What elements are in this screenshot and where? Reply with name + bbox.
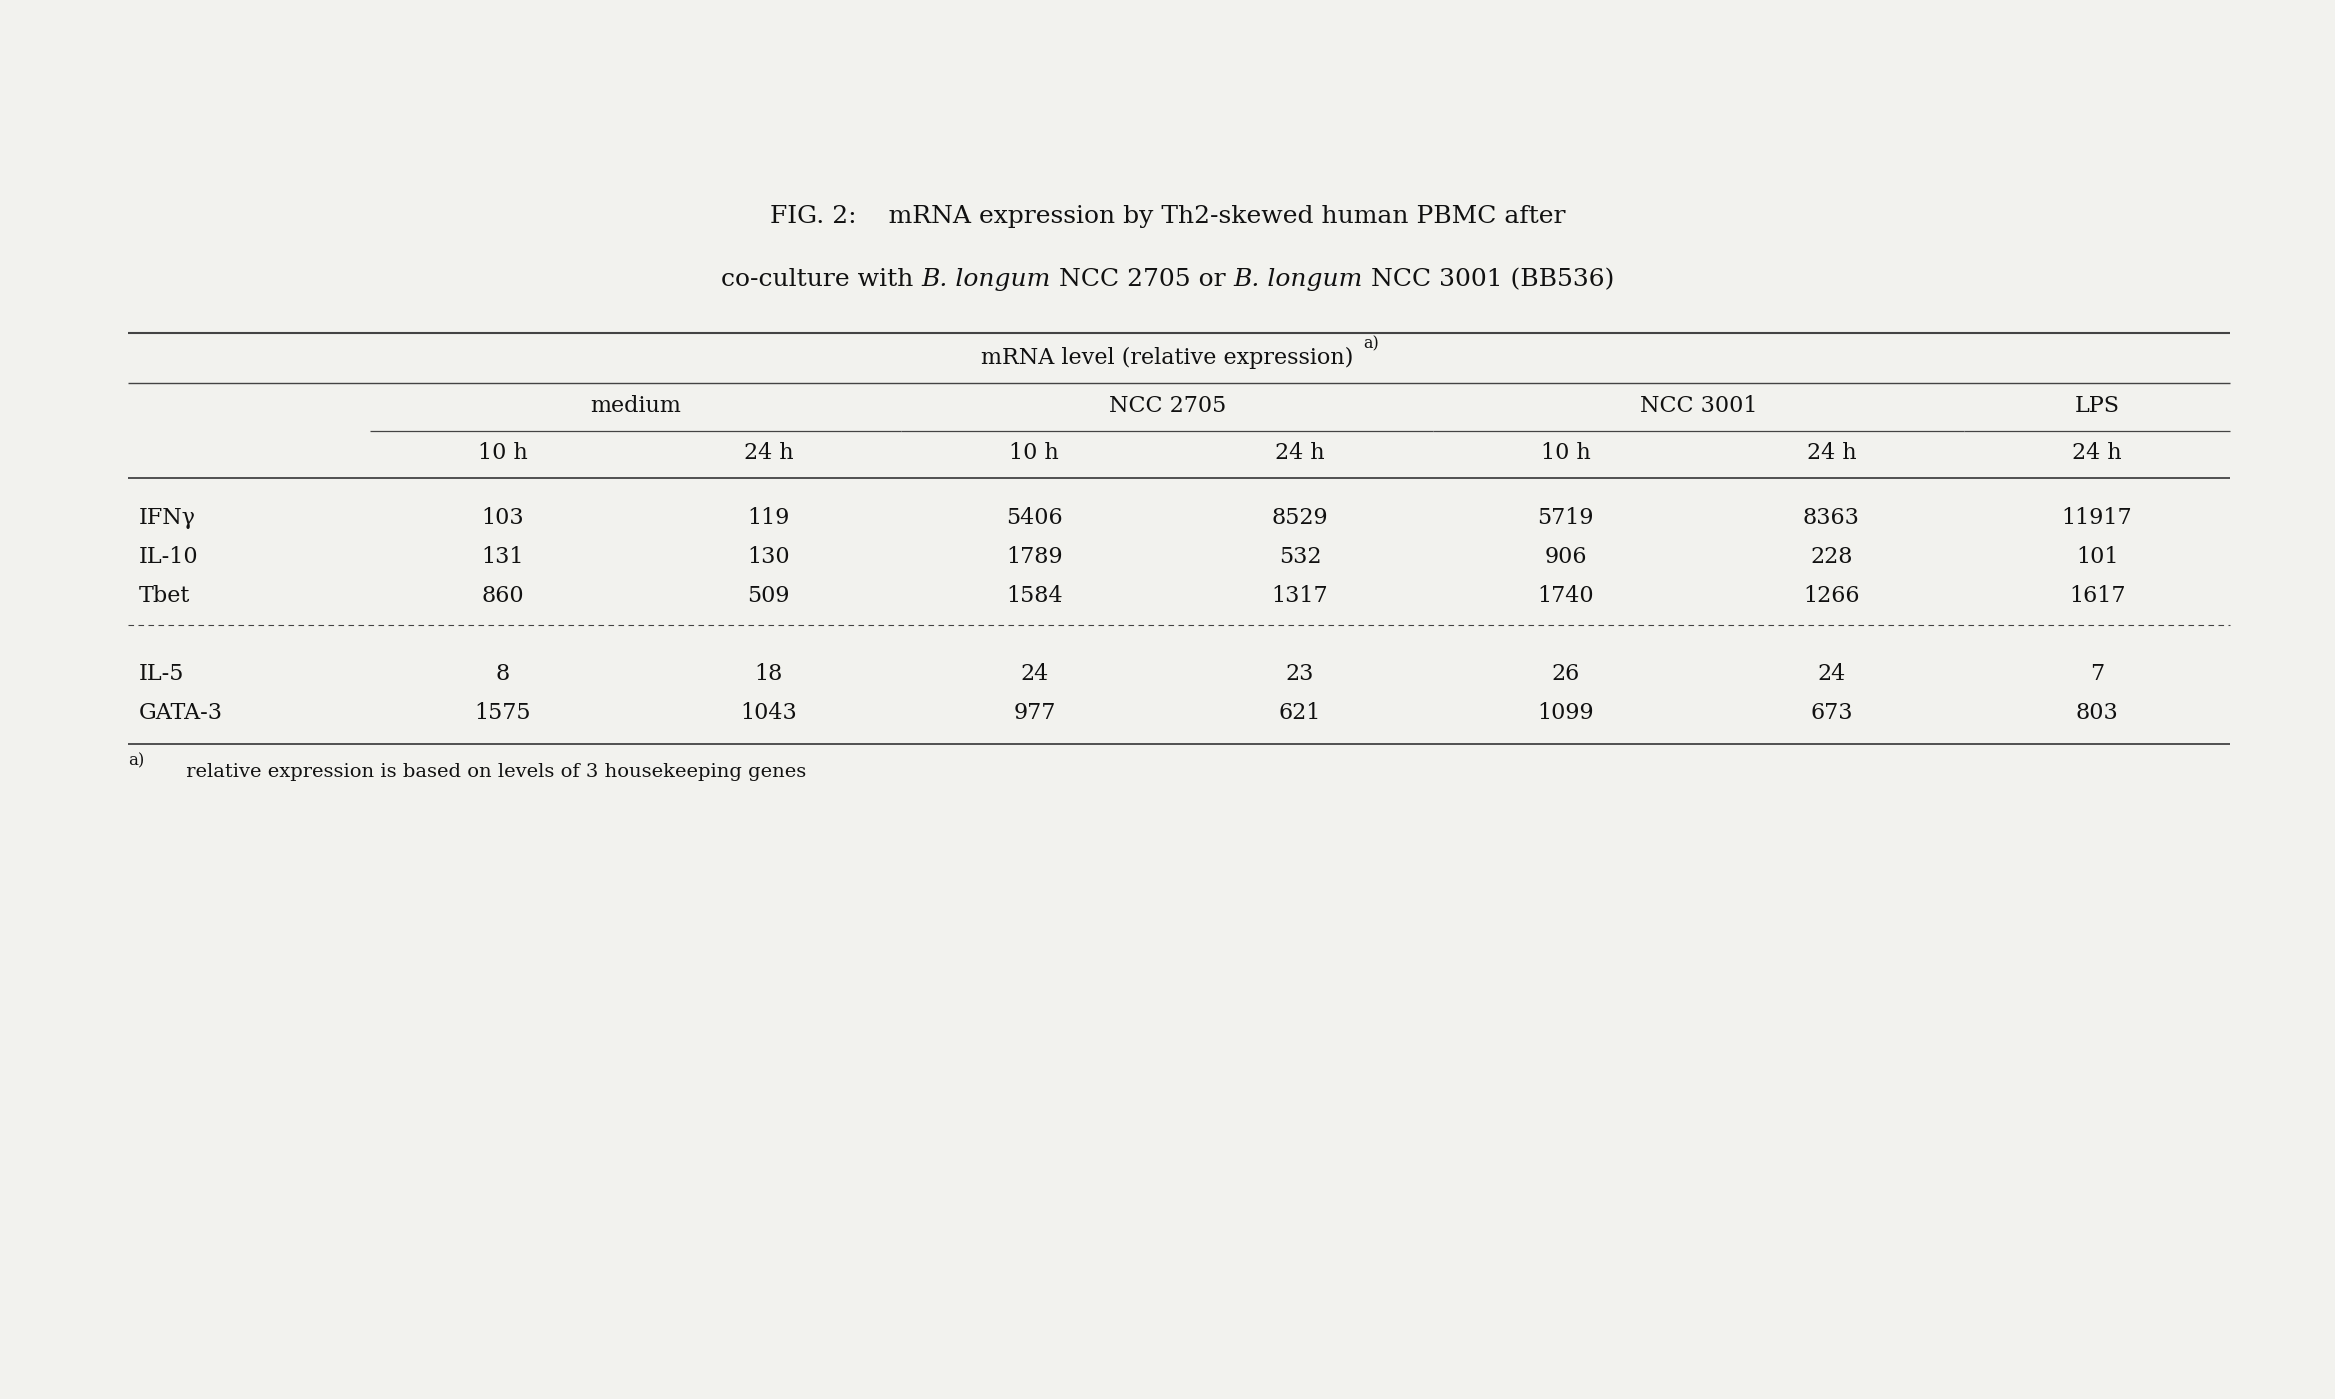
Text: 1099: 1099	[1536, 702, 1595, 725]
Text: a): a)	[1364, 336, 1378, 353]
Text: 103: 103	[481, 506, 525, 529]
Text: 8363: 8363	[1803, 506, 1861, 529]
Text: a): a)	[128, 753, 145, 769]
Text: 1617: 1617	[2069, 585, 2125, 607]
Text: 228: 228	[1810, 546, 1852, 568]
Text: medium: medium	[591, 395, 682, 417]
Text: 18: 18	[754, 663, 782, 686]
Text: 24 h: 24 h	[1807, 442, 1856, 464]
Text: 621: 621	[1280, 702, 1322, 725]
Text: 24 h: 24 h	[1275, 442, 1324, 464]
Text: 119: 119	[747, 506, 789, 529]
Text: 1584: 1584	[1006, 585, 1062, 607]
Text: 1317: 1317	[1273, 585, 1329, 607]
Text: co-culture with: co-culture with	[722, 269, 922, 291]
Text: 10 h: 10 h	[1009, 442, 1060, 464]
Text: 10 h: 10 h	[479, 442, 528, 464]
Text: NCC 2705 or: NCC 2705 or	[1051, 269, 1233, 291]
Text: 7: 7	[2090, 663, 2104, 686]
Text: 1789: 1789	[1006, 546, 1062, 568]
Text: GATA-3: GATA-3	[140, 702, 222, 725]
Text: 977: 977	[1013, 702, 1055, 725]
Text: 532: 532	[1280, 546, 1322, 568]
Text: B. longum: B. longum	[1233, 269, 1364, 291]
Text: 1043: 1043	[740, 702, 796, 725]
Text: 1575: 1575	[474, 702, 530, 725]
Text: 860: 860	[481, 585, 525, 607]
Text: 8: 8	[495, 663, 509, 686]
Text: NCC 3001 (BB536): NCC 3001 (BB536)	[1364, 269, 1613, 291]
Text: 1740: 1740	[1536, 585, 1595, 607]
Text: 673: 673	[1810, 702, 1852, 725]
Text: NCC 3001: NCC 3001	[1639, 395, 1758, 417]
Text: 24 h: 24 h	[2071, 442, 2123, 464]
Text: mRNA level (relative expression): mRNA level (relative expression)	[981, 347, 1354, 369]
Text: IL-10: IL-10	[140, 546, 198, 568]
Text: 10 h: 10 h	[1541, 442, 1590, 464]
Text: 23: 23	[1287, 663, 1315, 686]
Text: 131: 131	[481, 546, 523, 568]
Text: 101: 101	[2076, 546, 2118, 568]
Text: 5719: 5719	[1536, 506, 1595, 529]
Text: 509: 509	[747, 585, 789, 607]
Text: 803: 803	[2076, 702, 2118, 725]
Text: B. longum: B. longum	[922, 269, 1051, 291]
Text: 11917: 11917	[2062, 506, 2132, 529]
Text: 24: 24	[1020, 663, 1048, 686]
Text: 24: 24	[1817, 663, 1845, 686]
Text: IL-5: IL-5	[140, 663, 184, 686]
Text: FIG. 2:    mRNA expression by Th2-skewed human PBMC after: FIG. 2: mRNA expression by Th2-skewed hu…	[771, 206, 1564, 228]
Text: relative expression is based on levels of 3 housekeeping genes: relative expression is based on levels o…	[180, 764, 806, 781]
Text: 906: 906	[1543, 546, 1588, 568]
Text: 8529: 8529	[1273, 506, 1329, 529]
Text: 5406: 5406	[1006, 506, 1062, 529]
Text: 1266: 1266	[1803, 585, 1859, 607]
Text: Tbet: Tbet	[140, 585, 191, 607]
Text: 26: 26	[1550, 663, 1581, 686]
Text: IFNγ: IFNγ	[140, 506, 196, 529]
Text: NCC 2705: NCC 2705	[1109, 395, 1226, 417]
Text: 130: 130	[747, 546, 789, 568]
Text: LPS: LPS	[2073, 395, 2120, 417]
Text: 24 h: 24 h	[745, 442, 794, 464]
